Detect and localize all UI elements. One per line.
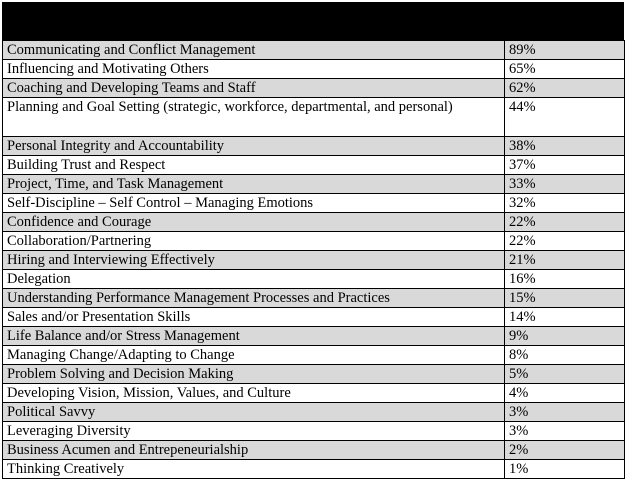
percent-cell: 5% [504,364,625,384]
skill-cell: Political Savvy [2,402,505,422]
percent-cell: 33% [504,174,625,194]
table-row: Confidence and Courage 22% [2,212,625,232]
skills-table-container: Communicating and Conflict Management 89… [2,2,625,479]
percent-cell: 38% [504,136,625,156]
table-row: Self-Discipline – Self Control – Managin… [2,193,625,213]
percent-cell: 22% [504,231,625,251]
percent-cell: 8% [504,345,625,365]
skill-cell: Personal Integrity and Accountability [2,136,505,156]
table-row: Developing Vision, Mission, Values, and … [2,383,625,403]
table-row: Planning and Goal Setting (strategic, wo… [2,97,625,137]
percent-cell: 1% [504,459,625,479]
table-row: Personal Integrity and Accountability 38… [2,136,625,156]
skill-cell: Influencing and Motivating Others [2,59,505,79]
percent-cell: 9% [504,326,625,346]
percent-cell: 62% [504,78,625,98]
table-row: Collaboration/Partnering 22% [2,231,625,251]
table-row: Hiring and Interviewing Effectively 21% [2,250,625,270]
skill-cell: Leveraging Diversity [2,421,505,441]
percent-cell: 37% [504,155,625,175]
percent-cell: 3% [504,421,625,441]
skill-cell: Managing Change/Adapting to Change [2,345,505,365]
percent-cell: 44% [504,97,625,137]
skill-cell: Hiring and Interviewing Effectively [2,250,505,270]
skill-cell: Understanding Performance Management Pro… [2,288,505,308]
percent-cell: 2% [504,440,625,460]
percent-cell: 32% [504,193,625,213]
table-row: Building Trust and Respect 37% [2,155,625,175]
table-row: Political Savvy 3% [2,402,625,422]
table-row: Thinking Creatively 1% [2,459,625,479]
table-row: Project, Time, and Task Management 33% [2,174,625,194]
skill-cell: Problem Solving and Decision Making [2,364,505,384]
table-row: Leveraging Diversity 3% [2,421,625,441]
skill-cell: Collaboration/Partnering [2,231,505,251]
percent-cell: 15% [504,288,625,308]
skill-cell: Project, Time, and Task Management [2,174,505,194]
skill-cell: Developing Vision, Mission, Values, and … [2,383,505,403]
percent-cell: 3% [504,402,625,422]
skill-cell: Communicating and Conflict Management [2,40,505,60]
skill-cell: Planning and Goal Setting (strategic, wo… [2,97,505,137]
table-row: Managing Change/Adapting to Change 8% [2,345,625,365]
skill-cell: Building Trust and Respect [2,155,505,175]
percent-cell: 22% [504,212,625,232]
skill-cell: Life Balance and/or Stress Management [2,326,505,346]
skill-cell: Self-Discipline – Self Control – Managin… [2,193,505,213]
skill-cell: Business Acumen and Entrepeneurialship [2,440,505,460]
percent-cell: 21% [504,250,625,270]
skills-table-body: Communicating and Conflict Management 89… [2,40,625,479]
table-row: Coaching and Developing Teams and Staff … [2,78,625,98]
table-row: Communicating and Conflict Management 89… [2,40,625,60]
table-row: Influencing and Motivating Others 65% [2,59,625,79]
table-row: Business Acumen and Entrepeneurialship 2… [2,440,625,460]
percent-cell: 14% [504,307,625,327]
table-row: Sales and/or Presentation Skills 14% [2,307,625,327]
skills-table: Communicating and Conflict Management 89… [2,40,625,479]
percent-cell: 89% [504,40,625,60]
skill-cell: Sales and/or Presentation Skills [2,307,505,327]
table-row: Delegation 16% [2,269,625,289]
table-row: Problem Solving and Decision Making 5% [2,364,625,384]
percent-cell: 16% [504,269,625,289]
skill-cell: Thinking Creatively [2,459,505,479]
table-row: Understanding Performance Management Pro… [2,288,625,308]
percent-cell: 65% [504,59,625,79]
skill-cell: Delegation [2,269,505,289]
table-header-bar [2,2,624,40]
table-row: Life Balance and/or Stress Management 9% [2,326,625,346]
skill-cell: Confidence and Courage [2,212,505,232]
skill-cell: Coaching and Developing Teams and Staff [2,78,505,98]
percent-cell: 4% [504,383,625,403]
